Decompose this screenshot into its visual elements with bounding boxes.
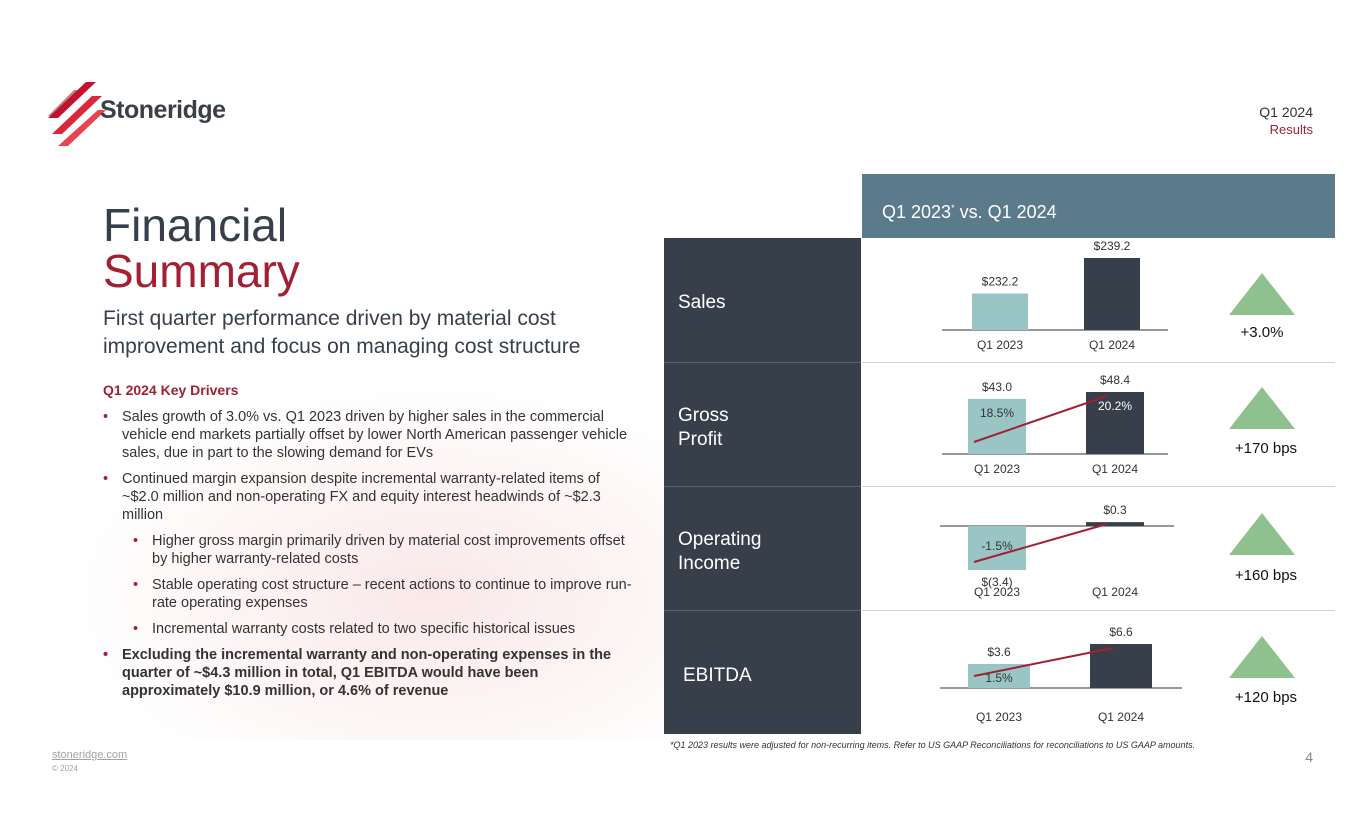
label-divider	[664, 362, 861, 363]
comparison-header: Q1 2023* vs. Q1 2024	[862, 174, 1335, 238]
row-label-line: Operating	[678, 529, 762, 550]
driver-sub-bullet: Higher gross margin primarily driven by …	[133, 532, 633, 568]
comparison-header-sup: *	[951, 203, 955, 213]
website-link[interactable]: stoneridge.com	[52, 749, 128, 761]
row-label-ebitda: EBITDA	[683, 664, 752, 688]
row-label-line: Sales	[678, 292, 726, 313]
chart-bar	[968, 526, 1026, 570]
margin-trend-line	[973, 395, 1108, 443]
label-divider	[664, 486, 861, 487]
page-number: 4	[1305, 749, 1313, 765]
comparison-header-rest: vs. Q1 2024	[954, 202, 1057, 222]
chart-category-label: Q1 2024	[1092, 585, 1138, 599]
stoneridge-swoosh-icon	[48, 82, 106, 146]
chart-value-label: $239.2	[1094, 239, 1131, 253]
chart-value-label: $3.6	[987, 645, 1011, 659]
label-divider	[664, 610, 861, 611]
chart-category-label: Q1 2024	[1098, 710, 1144, 724]
up-arrow-icon	[1229, 513, 1295, 555]
chart-margin-label: -1.5%	[981, 539, 1013, 553]
chart-value-label: $232.2	[982, 274, 1019, 288]
chart-value-label: $(3.4)	[981, 575, 1012, 589]
driver-bullet: Excluding the incremental warranty and n…	[103, 646, 633, 700]
page-title-line1: Financial	[103, 199, 288, 251]
chart-bar	[1086, 392, 1144, 454]
chart-category-label: Q1 2024	[1092, 462, 1138, 476]
row-label-operating-income: Operating Income	[678, 528, 761, 576]
chart-value-label: $48.4	[1100, 373, 1130, 387]
chart-category-label: Q1 2023	[974, 585, 1020, 599]
logo-wordmark: Stoneridge	[100, 96, 226, 124]
row-divider	[862, 610, 1335, 611]
change-gross-profit: +170 bps	[1234, 440, 1298, 457]
driver-bullet: Continued margin expansion despite incre…	[103, 470, 633, 524]
up-arrow-icon	[1229, 636, 1295, 678]
chart-category-label: Q1 2024	[1089, 338, 1135, 352]
row-label-line: Profit	[678, 429, 723, 450]
chart-bar	[1084, 258, 1140, 330]
chart-bar	[1086, 522, 1144, 526]
chart-margin-label: 20.2%	[1098, 399, 1132, 413]
footnote: *Q1 2023 results were adjusted for non-r…	[670, 740, 1196, 750]
row-label-line: Income	[678, 553, 741, 574]
change-sales: +3.0%	[1240, 324, 1284, 341]
up-arrow-icon	[1229, 387, 1295, 429]
chart-category-label: Q1 2023	[976, 710, 1022, 724]
row-label-line: Gross	[678, 405, 729, 426]
row-divider	[862, 362, 1335, 363]
chart-bar	[972, 293, 1028, 330]
row-divider	[862, 486, 1335, 487]
chart-value-label: $0.3	[1103, 503, 1127, 517]
driver-sub-bullet: Stable operating cost structure – recent…	[133, 576, 633, 612]
row-label-line: EBITDA	[683, 665, 752, 686]
page-subtitle: First quarter performance driven by mate…	[103, 307, 581, 358]
driver-sub-bullet: Incremental warranty costs related to tw…	[133, 620, 633, 638]
chart-margin-label: 0.1%	[1101, 533, 1129, 547]
margin-trend-line	[973, 523, 1108, 563]
copyright: © 2024	[52, 764, 78, 773]
comparison-header-start: Q1 2023	[882, 202, 952, 222]
change-operating-income: +160 bps	[1234, 567, 1298, 584]
up-arrow-icon	[1229, 273, 1295, 315]
chart-margin-label: 18.5%	[980, 406, 1014, 420]
drivers-list: Sales growth of 3.0% vs. Q1 2023 driven …	[103, 408, 633, 708]
chart-margin-label: 1.5%	[985, 671, 1013, 685]
margin-trend-line	[973, 647, 1114, 677]
financial-charts: $232.2 Q1 2023 $239.2 Q1 2024 $43.0 Q1 2023 18…	[940, 239, 1182, 724]
period-line1: Q1 2024	[1259, 104, 1313, 120]
chart-category-label: Q1 2023	[974, 462, 1020, 476]
page-title-line2: Summary	[103, 245, 300, 297]
chart-value-label: $6.6	[1109, 625, 1133, 639]
period-line2: Results	[1269, 122, 1313, 137]
row-label-gross-profit: Gross Profit	[678, 404, 729, 452]
drivers-heading: Q1 2024 Key Drivers	[103, 382, 239, 398]
driver-bullet: Sales growth of 3.0% vs. Q1 2023 driven …	[103, 408, 633, 462]
row-label-sales: Sales	[678, 291, 726, 315]
stoneridge-logo[interactable]: Stoneridge	[48, 78, 226, 150]
period-label: Q1 2024 Results	[1259, 104, 1313, 137]
chart-category-label: Q1 2023	[977, 338, 1023, 352]
change-ebitda: +120 bps	[1234, 689, 1298, 706]
chart-value-label: $43.0	[982, 380, 1012, 394]
